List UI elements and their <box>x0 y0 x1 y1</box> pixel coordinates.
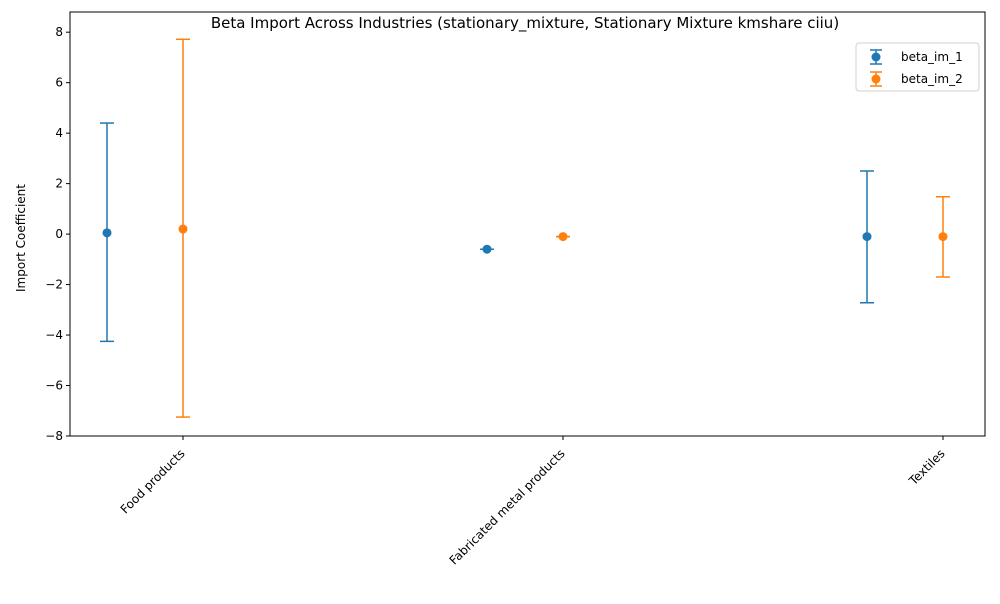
legend: beta_im_1 beta_im_2 <box>855 42 980 92</box>
legend-label: beta_im_2 <box>901 72 963 86</box>
y-tick-label: −2 <box>45 278 63 292</box>
y-axis-label: Import Coefficient <box>14 184 28 292</box>
legend-marker <box>871 74 881 84</box>
y-tick-label: 2 <box>55 177 63 191</box>
y-tick-label: 4 <box>55 126 63 140</box>
data-point <box>102 228 112 238</box>
y-tick-label: 6 <box>55 76 63 90</box>
axes-frame <box>69 11 986 437</box>
data-point <box>558 232 568 242</box>
legend-marker <box>871 52 881 62</box>
legend-box <box>855 42 980 92</box>
data-point <box>862 232 872 242</box>
y-tick-label: 8 <box>55 25 63 39</box>
data-point <box>178 224 188 234</box>
data-point <box>938 232 948 242</box>
y-tick-label: −8 <box>45 429 63 443</box>
y-tick-label: −6 <box>45 379 63 393</box>
data-point <box>482 244 492 254</box>
chart-title: Beta Import Across Industries (stationar… <box>211 14 839 33</box>
y-tick-label: 0 <box>55 227 63 241</box>
legend-label: beta_im_1 <box>901 50 963 64</box>
y-tick-label: −4 <box>45 328 63 342</box>
